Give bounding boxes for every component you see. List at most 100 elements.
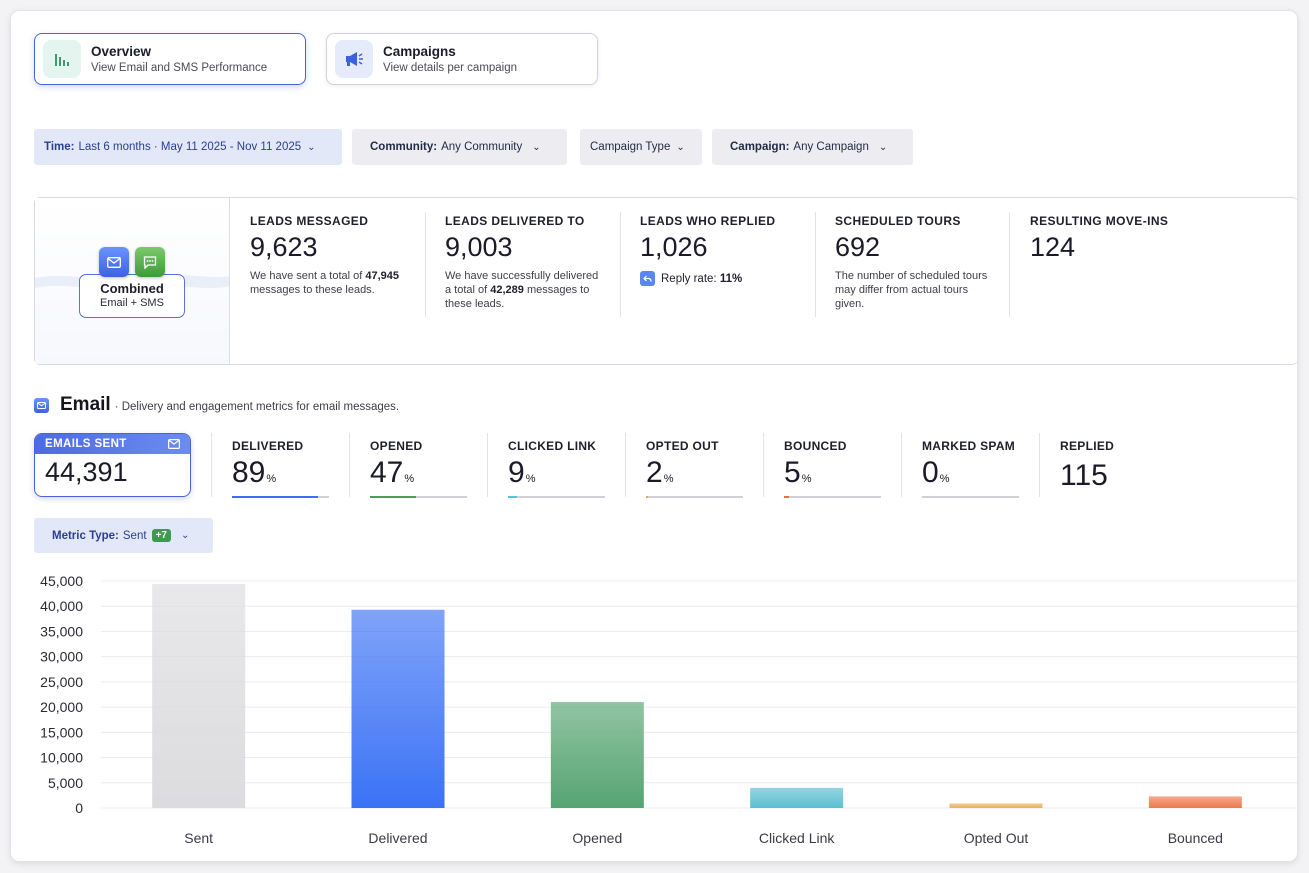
x-tick-label: Opened	[572, 830, 622, 846]
stat-description: We have sent a total of 47,945 messages …	[250, 270, 400, 296]
mail-icon	[34, 397, 49, 413]
x-tick-label: Opted Out	[964, 830, 1029, 846]
metric-label: REPLIED	[1060, 439, 1115, 453]
metric-bounced[interactable]: BOUNCED 5%	[784, 439, 894, 498]
divider	[815, 212, 816, 317]
metric-value: 47%	[370, 456, 415, 489]
reply-rate-value: 11%	[719, 272, 743, 285]
metric-progress-track	[232, 496, 329, 498]
metric-label: CLICKED LINK	[508, 439, 597, 453]
bar-opted-out[interactable]	[949, 803, 1043, 808]
chevron-down-icon: ⌄	[878, 141, 888, 153]
bar-bounced[interactable]	[1148, 796, 1242, 808]
emails-sent-card[interactable]: EMAILS SENT 44,391	[34, 433, 191, 497]
divider	[211, 433, 212, 497]
metric-label: MARKED SPAM	[922, 439, 1016, 453]
stat-value: 1,026	[640, 232, 708, 262]
metric-clicked-link[interactable]: CLICKED LINK 9%	[508, 439, 618, 498]
divider	[763, 433, 764, 497]
stat-label: SCHEDULED TOURS	[835, 214, 961, 228]
stat-label: LEADS WHO REPLIED	[640, 214, 776, 228]
tab-campaigns-title: Campaigns	[383, 44, 456, 59]
combined-subtitle: Email + SMS	[100, 297, 164, 309]
combined-title: Combined	[100, 281, 164, 296]
combined-channel-box: Combined Email + SMS	[79, 274, 185, 318]
reply-icon	[640, 271, 655, 286]
divider	[901, 433, 902, 497]
time-filter-label: Time:	[44, 141, 75, 153]
chevron-down-icon: ⌄	[532, 141, 541, 153]
time-filter-value: Last 6 months · May 11 2025 - Nov 11 202…	[78, 141, 302, 153]
stat-value: 124	[1030, 232, 1076, 262]
x-tick-label: Sent	[184, 830, 213, 846]
metric-progress-fill	[784, 496, 789, 498]
email-section-title: Email	[60, 394, 111, 415]
metric-type-badge: +7	[151, 529, 171, 542]
stat-label: RESULTING MOVE-INS	[1030, 214, 1169, 228]
reply-rate-label: Reply rate:	[661, 272, 717, 285]
stat-leads-delivered: LEADS DELIVERED TO 9,003 We have success…	[445, 214, 623, 334]
campaign-type-filter[interactable]: Campaign Type ⌄	[580, 129, 702, 165]
divider	[425, 212, 426, 317]
metric-type-value: Sent	[122, 529, 147, 542]
community-filter-label: Community:	[370, 141, 438, 153]
bar-opened[interactable]	[550, 702, 644, 808]
bar-clicked-link[interactable]	[750, 787, 844, 808]
email-metrics-bar-chart: 45,000 40,000 35,000 30,000 25,000 20,000 15,0…	[40, 573, 1297, 846]
metric-progress-fill	[232, 496, 319, 498]
metric-value: 0%	[922, 456, 950, 489]
y-tick-label: 45,000	[40, 573, 83, 589]
metric-delivered[interactable]: DELIVERED 89%	[232, 439, 342, 498]
metric-label: BOUNCED	[784, 439, 847, 453]
x-tick-label: Bounced	[1168, 830, 1223, 846]
x-tick-label: Clicked Link	[759, 830, 835, 846]
y-tick-label: 30,000	[40, 649, 83, 665]
metric-value: 2%	[646, 456, 674, 489]
community-filter[interactable]: Community: Any Community ⌄	[352, 129, 567, 165]
campaign-filter-label: Campaign:	[730, 141, 790, 153]
tab-campaigns-subtitle: View details per campaign	[383, 62, 518, 74]
metric-replied[interactable]: REPLIED 115	[1060, 439, 1170, 493]
mail-icon	[168, 439, 180, 449]
campaign-filter[interactable]: Campaign: Any Campaign ⌄	[712, 129, 913, 165]
metric-progress-fill	[508, 496, 517, 498]
divider	[620, 212, 621, 317]
metric-type-label: Metric Type:	[52, 529, 119, 542]
tab-overview[interactable]: Overview View Email and SMS Performance	[34, 33, 306, 85]
time-filter[interactable]: Time: Last 6 months · May 11 2025 - Nov …	[34, 129, 342, 165]
bar-chart-icon	[43, 40, 81, 78]
y-tick-label: 35,000	[40, 623, 83, 639]
metric-value: 115	[1060, 459, 1108, 492]
chevron-down-icon: ⌄	[307, 141, 316, 153]
stat-label: LEADS DELIVERED TO	[445, 214, 585, 228]
metric-marked-spam[interactable]: MARKED SPAM 0%	[922, 439, 1032, 498]
stat-move-ins: RESULTING MOVE-INS 124	[1030, 214, 1208, 334]
campaign-filter-value: Any Campaign	[793, 141, 869, 153]
metric-progress-fill	[370, 496, 416, 498]
stat-label: LEADS MESSAGED	[250, 214, 369, 228]
metric-type-filter[interactable]: Metric Type: Sent +7 ⌄	[34, 518, 213, 553]
tab-campaigns[interactable]: Campaigns View details per campaign	[326, 33, 598, 85]
divider	[1009, 212, 1010, 317]
sms-icon	[135, 247, 165, 277]
emails-sent-value: 44,391	[45, 457, 128, 487]
metric-progress-track	[508, 496, 605, 498]
stat-leads-replied: LEADS WHO REPLIED 1,026 Reply rate: 11%	[640, 214, 818, 334]
y-tick-label: 15,000	[40, 724, 83, 740]
combined-summary-card: Combined Email + SMS LEADS MESSAGED 9,62…	[34, 197, 1297, 365]
divider	[1039, 433, 1040, 497]
divider	[487, 433, 488, 497]
combined-channel-panel: Combined Email + SMS	[35, 198, 230, 364]
stat-description: We have successfully delivered a total o…	[445, 270, 599, 310]
metric-label: OPTED OUT	[646, 439, 719, 453]
y-tick-label: 10,000	[40, 750, 83, 766]
stat-leads-messaged: LEADS MESSAGED 9,623 We have sent a tota…	[250, 214, 428, 334]
metric-opened[interactable]: OPENED 47%	[370, 439, 480, 498]
stat-value: 692	[835, 232, 881, 262]
metric-progress-track	[370, 496, 467, 498]
tab-overview-title: Overview	[91, 44, 152, 59]
metric-opted-out[interactable]: OPTED OUT 2%	[646, 439, 756, 498]
bar-sent[interactable]	[152, 584, 246, 808]
bar-delivered[interactable]	[351, 609, 445, 808]
metric-progress-track	[922, 496, 1019, 498]
